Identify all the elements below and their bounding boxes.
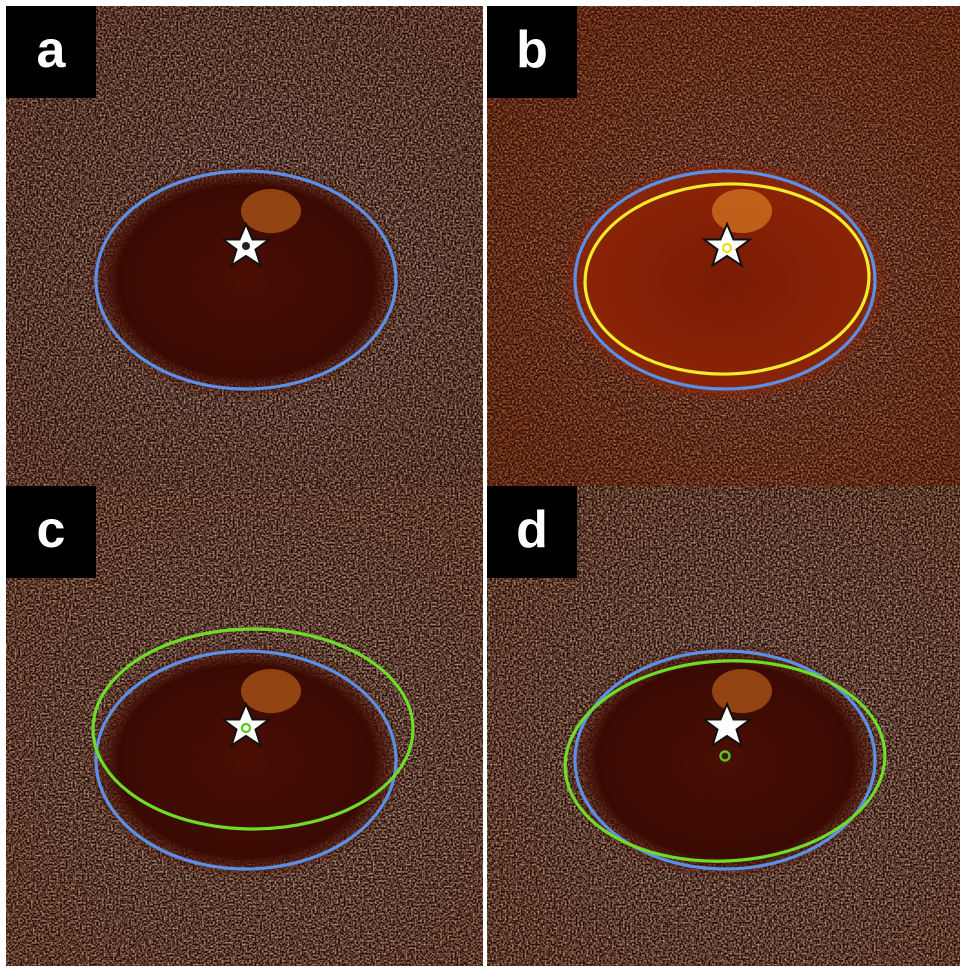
blue-ellipse	[94, 649, 398, 871]
centroid-marker	[721, 242, 733, 254]
centroid-marker	[719, 750, 731, 762]
blue-ellipse	[573, 649, 877, 871]
blue-ellipse	[573, 169, 877, 391]
centroid-marker	[240, 722, 252, 734]
blue-ellipse	[94, 169, 398, 391]
panel-label: c	[6, 486, 96, 578]
yellow-ellipse	[583, 182, 871, 376]
panel-c: c	[6, 486, 483, 966]
star-icon	[700, 701, 754, 748]
panel-label: b	[487, 6, 577, 98]
green-ellipse	[91, 627, 415, 831]
panel-label: a	[6, 6, 96, 98]
panel-d: d	[487, 486, 960, 966]
green-ellipse	[563, 659, 887, 863]
noise-image	[487, 486, 960, 966]
panel-a: a	[6, 6, 483, 486]
panel-label: d	[487, 486, 577, 578]
panel-b: b	[487, 6, 960, 486]
star-center-dot	[242, 242, 250, 250]
